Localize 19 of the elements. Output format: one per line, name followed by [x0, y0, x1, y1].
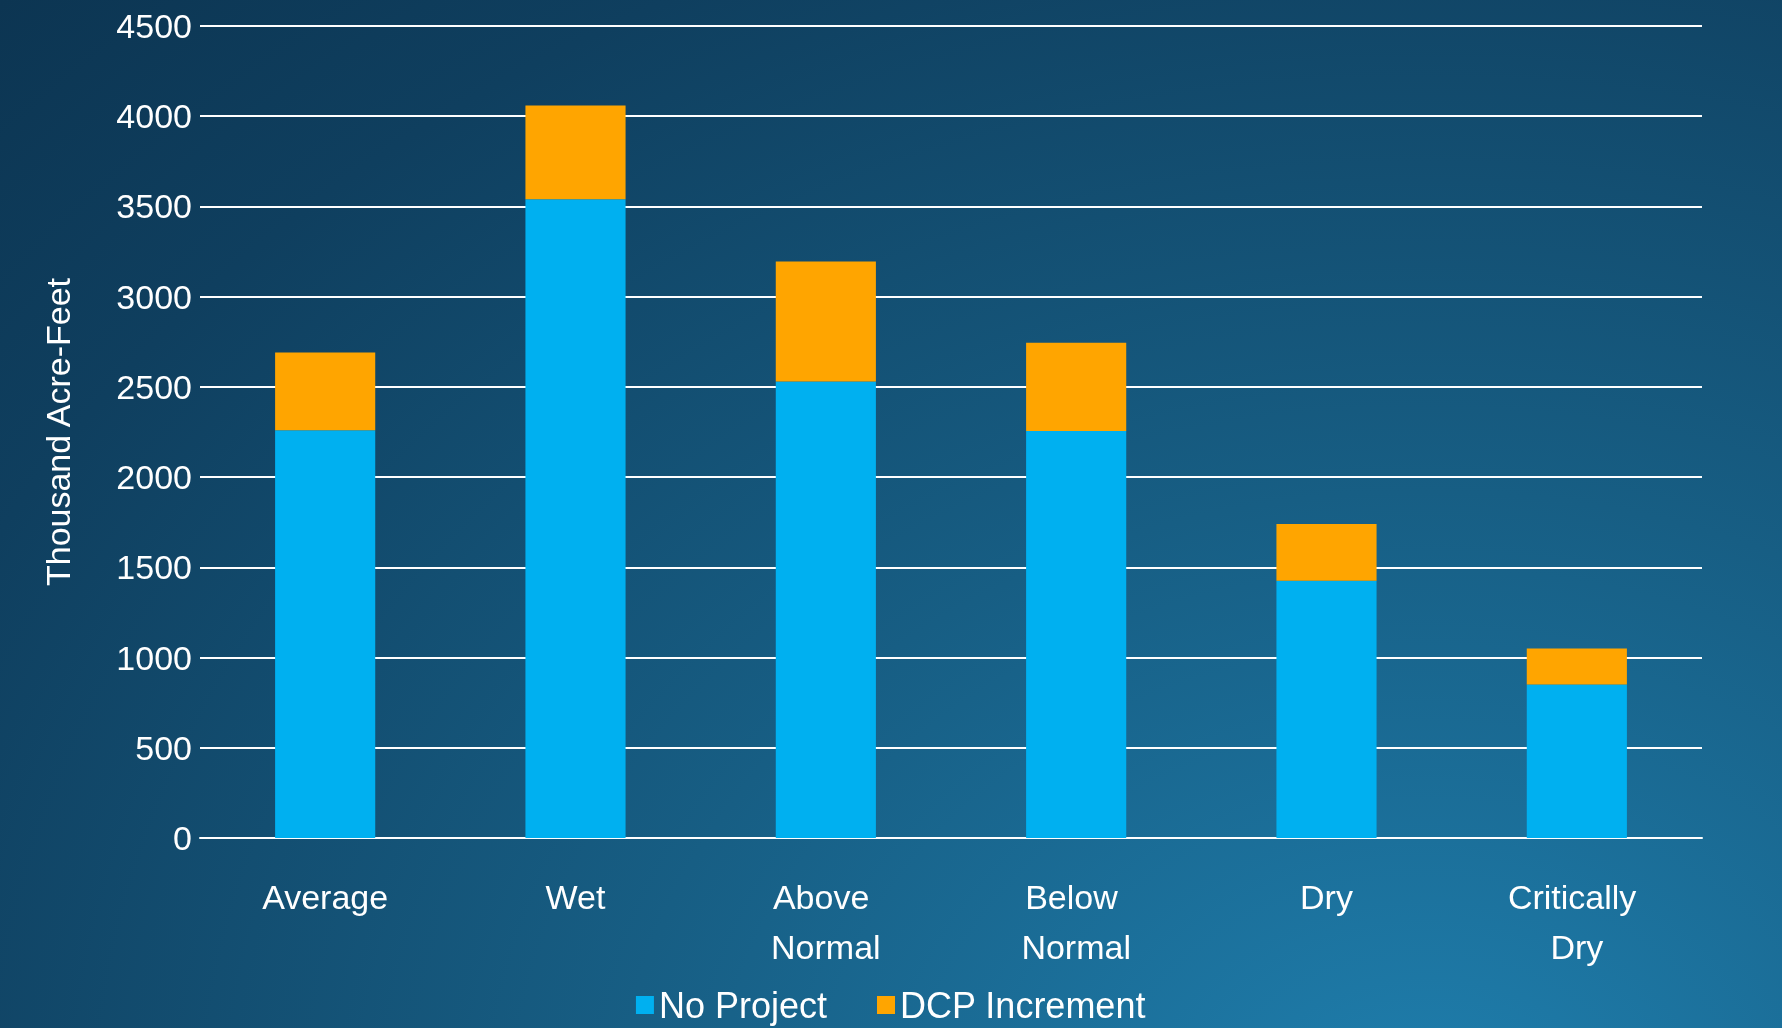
x-tick-label: Critically Dry — [1507, 878, 1646, 966]
legend-label: No Project — [658, 984, 828, 1026]
y-axis-title: Thousand Acre-Feet — [39, 277, 77, 587]
y-tick-label: 0 — [173, 819, 192, 857]
y-tick-label: 3500 — [116, 187, 192, 226]
y-tick-label: 4500 — [116, 7, 192, 45]
y-tick-label: 1500 — [116, 548, 192, 587]
y-tick-label: 500 — [135, 728, 192, 767]
x-tick-label: Average — [262, 878, 389, 916]
x-tick-label: Wet — [545, 878, 606, 916]
y-tick-label: 4000 — [116, 97, 192, 136]
y-tick-label: 3000 — [116, 277, 192, 316]
y-tick-label: 2000 — [116, 458, 192, 497]
x-tick-label: Below Normal — [1021, 878, 1131, 966]
y-tick-label: 2500 — [116, 367, 192, 406]
x-tick-label: Dry — [1300, 878, 1353, 916]
y-tick-label: 1000 — [116, 638, 192, 677]
x-tick-label: Above Normal — [771, 878, 881, 966]
legend-label: DCP Increment — [899, 984, 1146, 1026]
